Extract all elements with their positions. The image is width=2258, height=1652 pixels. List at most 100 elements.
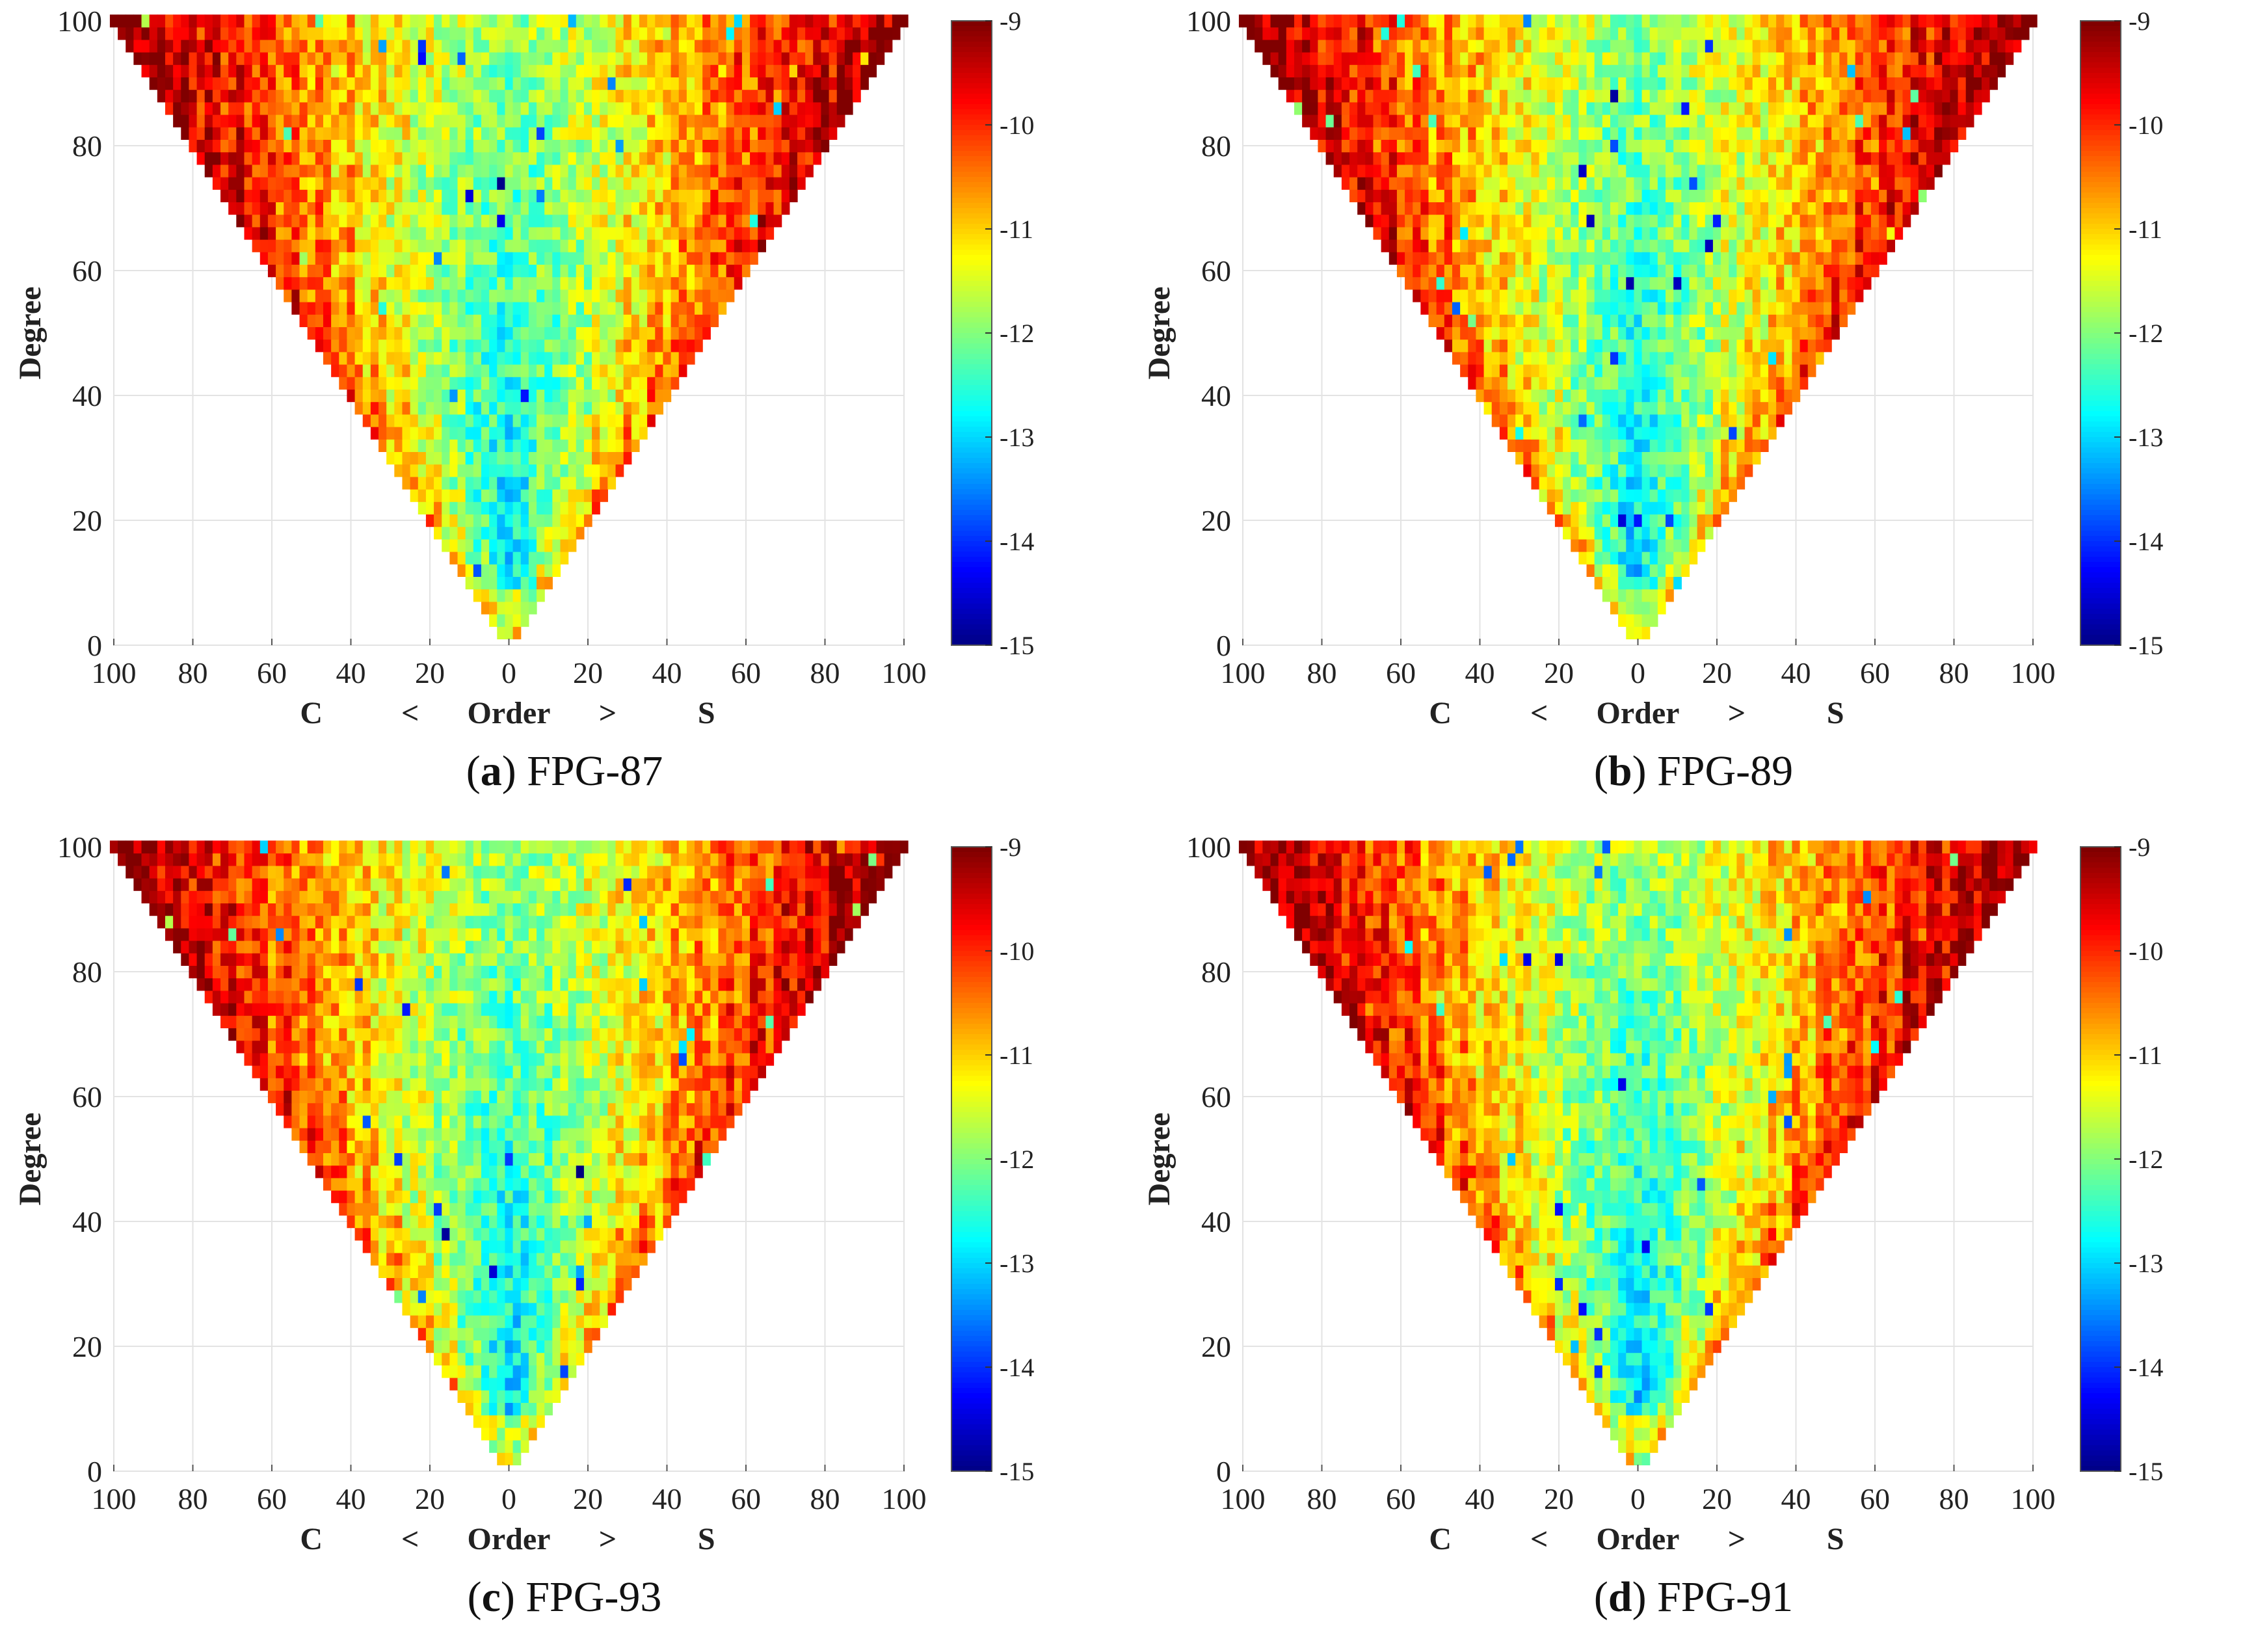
colorbar-segment bbox=[951, 302, 992, 308]
heatmap-cell bbox=[623, 77, 632, 90]
heatmap-cell bbox=[1689, 302, 1698, 315]
heatmap-cell bbox=[402, 239, 411, 252]
heatmap-cell bbox=[639, 377, 648, 390]
heatmap-cell bbox=[1800, 252, 1809, 265]
colorbar-segment bbox=[951, 432, 992, 438]
heatmap-cell bbox=[1357, 89, 1366, 103]
heatmap-cell bbox=[1610, 239, 1619, 252]
heatmap-cell bbox=[1807, 339, 1816, 353]
heatmap-cell bbox=[528, 501, 537, 514]
heatmap-cell bbox=[734, 276, 743, 290]
heatmap-cell bbox=[726, 89, 735, 103]
heatmap-cells bbox=[109, 14, 909, 639]
heatmap-cell bbox=[481, 77, 490, 90]
heatmap-cell bbox=[402, 139, 411, 153]
heatmap-cell bbox=[291, 239, 300, 252]
heatmap-cell bbox=[520, 514, 529, 527]
heatmap-cell bbox=[1357, 177, 1366, 190]
heatmap-cell bbox=[1586, 189, 1595, 202]
heatmap-cell bbox=[1839, 264, 1848, 278]
heatmap-cell bbox=[1413, 177, 1421, 190]
heatmap-cell bbox=[1792, 302, 1801, 315]
heatmap-cell bbox=[307, 127, 316, 140]
heatmap-cell bbox=[449, 276, 458, 290]
heatmap-cell bbox=[1870, 189, 1879, 202]
colorbar-segment bbox=[951, 484, 992, 490]
heatmap-cell bbox=[354, 214, 364, 228]
heatmap-cell bbox=[537, 264, 545, 278]
heatmap-cell bbox=[1531, 226, 1540, 240]
heatmap-cell bbox=[1847, 89, 1856, 103]
heatmap-cell bbox=[331, 27, 339, 40]
heatmap-cell bbox=[1523, 252, 1532, 265]
heatmap-cell bbox=[1483, 377, 1493, 390]
heatmap-cell bbox=[1515, 89, 1524, 103]
heatmap-cell bbox=[600, 439, 608, 452]
heatmap-cell bbox=[647, 127, 656, 140]
heatmap-cell bbox=[1365, 77, 1374, 90]
heatmap-cell bbox=[1634, 626, 1643, 639]
heatmap-cell bbox=[1626, 264, 1635, 278]
heatmap-cell bbox=[607, 264, 617, 278]
heatmap-cell bbox=[481, 139, 490, 153]
heatmap-cell bbox=[718, 77, 727, 90]
heatmap-cell bbox=[236, 14, 245, 28]
heatmap-cell bbox=[1712, 214, 1721, 228]
colorbar-segment bbox=[951, 172, 992, 178]
heatmap-cell bbox=[449, 427, 458, 440]
heatmap-cell bbox=[1499, 114, 1508, 127]
heatmap-cell bbox=[354, 264, 364, 278]
heatmap-cell bbox=[434, 202, 442, 215]
heatmap-cell bbox=[1666, 276, 1674, 290]
heatmap-cell bbox=[781, 14, 790, 28]
heatmap-cell bbox=[284, 77, 292, 90]
heatmap-cell bbox=[1405, 164, 1413, 178]
heatmap-cell bbox=[520, 489, 529, 502]
heatmap-cell bbox=[821, 27, 830, 40]
heatmap-cell bbox=[512, 339, 522, 353]
heatmap-cell bbox=[442, 351, 450, 365]
heatmap-cell bbox=[307, 64, 316, 77]
heatmap-cell bbox=[789, 77, 798, 90]
heatmap-cell bbox=[457, 514, 466, 527]
heatmap-cell bbox=[583, 114, 592, 127]
heatmap-cell bbox=[1610, 139, 1619, 153]
heatmap-cell bbox=[362, 39, 371, 53]
heatmap-cell bbox=[1491, 77, 1500, 90]
heatmap-cell bbox=[1824, 276, 1832, 290]
heatmap-cell bbox=[362, 64, 371, 77]
heatmap-cell bbox=[1831, 264, 1840, 278]
heatmap-cell bbox=[528, 564, 537, 577]
heatmap-cell bbox=[1373, 127, 1382, 140]
heatmap-cell bbox=[370, 214, 379, 228]
heatmap-cell bbox=[394, 326, 403, 340]
heatmap-cell bbox=[568, 14, 577, 28]
heatmap-cell bbox=[1547, 189, 1556, 202]
heatmap-cell bbox=[1594, 164, 1603, 178]
heatmap-cell bbox=[442, 152, 450, 165]
heatmap-cell bbox=[607, 377, 617, 390]
heatmap-cell bbox=[671, 77, 680, 90]
heatmap-cell bbox=[892, 14, 901, 28]
heatmap-cell bbox=[1855, 226, 1864, 240]
heatmap-cell bbox=[1444, 239, 1453, 252]
heatmap-cell bbox=[1666, 451, 1674, 465]
heatmap-cell bbox=[442, 389, 450, 403]
heatmap-cell bbox=[1554, 89, 1563, 103]
heatmap-cell bbox=[631, 164, 640, 178]
heatmap-cell bbox=[1894, 152, 1904, 165]
heatmap-cell bbox=[1634, 314, 1643, 327]
heatmap-cell bbox=[592, 101, 600, 115]
heatmap-cell bbox=[1800, 314, 1809, 327]
x-tick-label: 100 bbox=[92, 656, 137, 689]
heatmap-cell bbox=[315, 89, 324, 103]
heatmap-cell bbox=[1523, 214, 1532, 228]
heatmap-cell bbox=[813, 152, 822, 165]
heatmap-cell bbox=[402, 289, 411, 302]
heatmap-cell bbox=[434, 476, 442, 490]
heatmap-cell bbox=[1333, 127, 1342, 140]
heatmap-cell bbox=[449, 526, 458, 540]
heatmap-cell bbox=[212, 77, 221, 90]
heatmap-cell bbox=[512, 177, 522, 190]
heatmap-cell bbox=[1666, 501, 1674, 514]
